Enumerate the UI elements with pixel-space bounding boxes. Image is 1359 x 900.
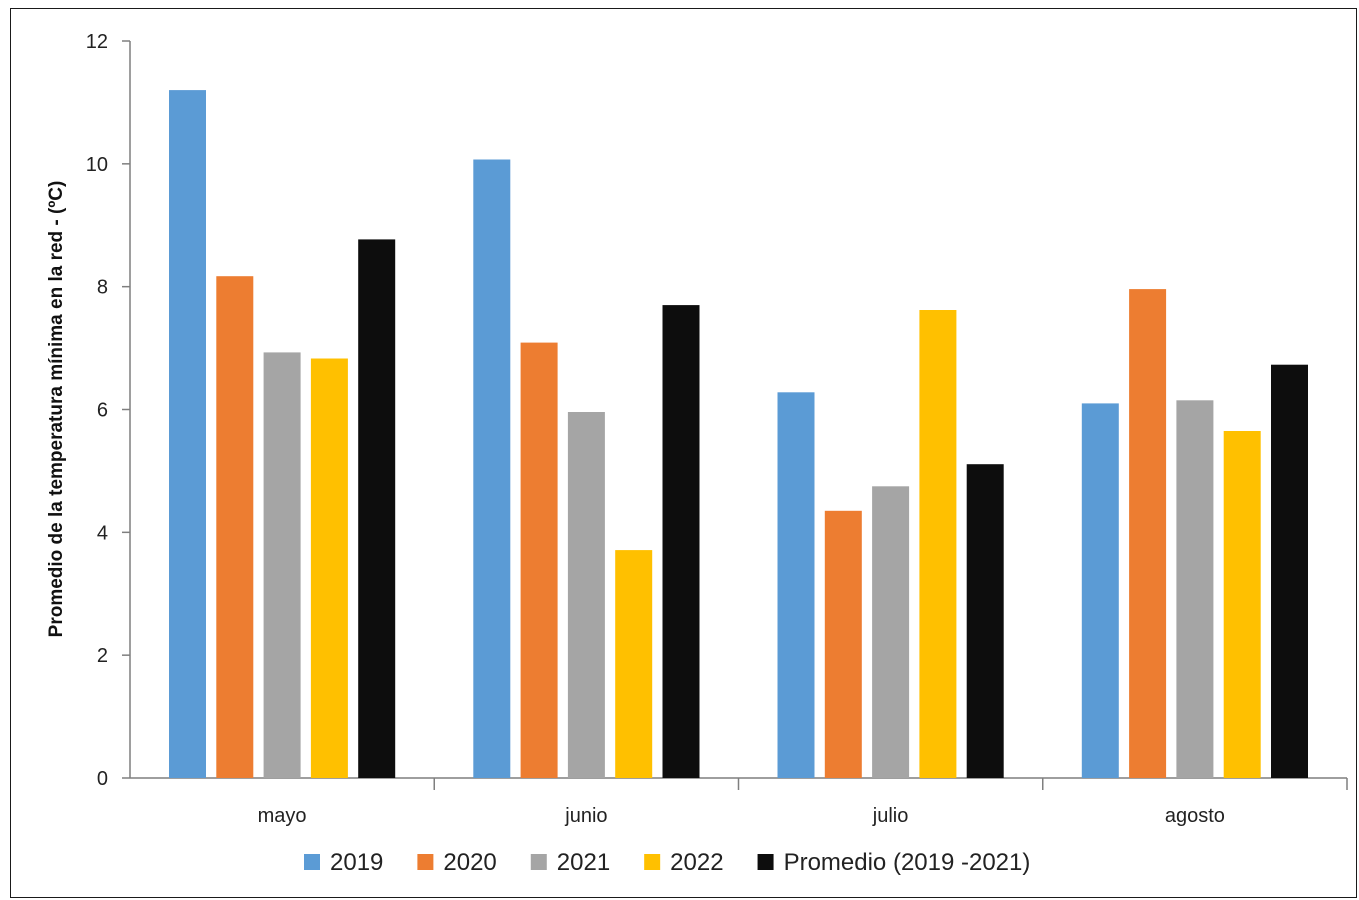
x-category-label: agosto bbox=[1165, 805, 1225, 827]
bar-mayo-0 bbox=[169, 90, 206, 779]
legend-swatch bbox=[304, 854, 320, 870]
bar-junio-3 bbox=[615, 550, 653, 778]
bar-julio-0 bbox=[777, 392, 815, 778]
bar-junio-2 bbox=[567, 412, 605, 778]
legend-swatch bbox=[530, 854, 547, 870]
y-tick-label: 8 bbox=[97, 277, 108, 299]
bar-agosto-1 bbox=[1129, 289, 1167, 778]
bar-agosto-0 bbox=[1081, 403, 1119, 778]
y-tick-label: 4 bbox=[97, 522, 108, 544]
x-category-label: junio bbox=[564, 805, 607, 827]
y-axis-label: Promedio de la temperatura mínima en la … bbox=[46, 181, 67, 638]
bar-junio-0 bbox=[473, 159, 511, 778]
bar-mayo-4 bbox=[358, 239, 396, 778]
bar-mayo-2 bbox=[263, 352, 301, 778]
bars bbox=[169, 90, 1308, 779]
bar-agosto-4 bbox=[1271, 364, 1308, 778]
legend-swatch bbox=[417, 854, 434, 870]
legend-swatch bbox=[644, 854, 661, 870]
legend-swatch bbox=[757, 854, 774, 870]
x-category-label: julio bbox=[872, 805, 909, 827]
legend-entry: 2021 bbox=[557, 849, 610, 876]
y-tick-label: 12 bbox=[86, 31, 108, 53]
bar-mayo-3 bbox=[310, 358, 348, 778]
bar-julio-3 bbox=[919, 310, 957, 778]
legend-entry: 2020 bbox=[443, 849, 496, 876]
bar-junio-4 bbox=[662, 305, 700, 778]
bar-agosto-3 bbox=[1223, 431, 1261, 778]
bar-julio-2 bbox=[872, 486, 910, 778]
bar-junio-1 bbox=[520, 342, 558, 778]
category-labels: mayo junio julio agosto bbox=[258, 805, 1225, 827]
legend: 2019 2020 2021 2022 Promedio (2019 -2021) bbox=[304, 849, 1030, 876]
bar-julio-1 bbox=[824, 510, 862, 778]
bar-agosto-2 bbox=[1176, 400, 1214, 778]
legend-entry: 2022 bbox=[670, 849, 723, 876]
y-tick-label: 2 bbox=[97, 645, 108, 667]
y-tick-labels: 0 2 4 6 8 10 12 bbox=[86, 31, 108, 790]
x-category-label: mayo bbox=[258, 805, 307, 827]
y-tick-label: 10 bbox=[86, 154, 108, 176]
y-tick-label: 0 bbox=[97, 768, 108, 790]
legend-entry: Promedio (2019 -2021) bbox=[784, 849, 1031, 876]
bar-mayo-1 bbox=[216, 276, 254, 778]
legend-entry: 2019 bbox=[330, 849, 383, 876]
y-tick-label: 6 bbox=[97, 400, 108, 422]
bar-julio-4 bbox=[966, 464, 1004, 778]
